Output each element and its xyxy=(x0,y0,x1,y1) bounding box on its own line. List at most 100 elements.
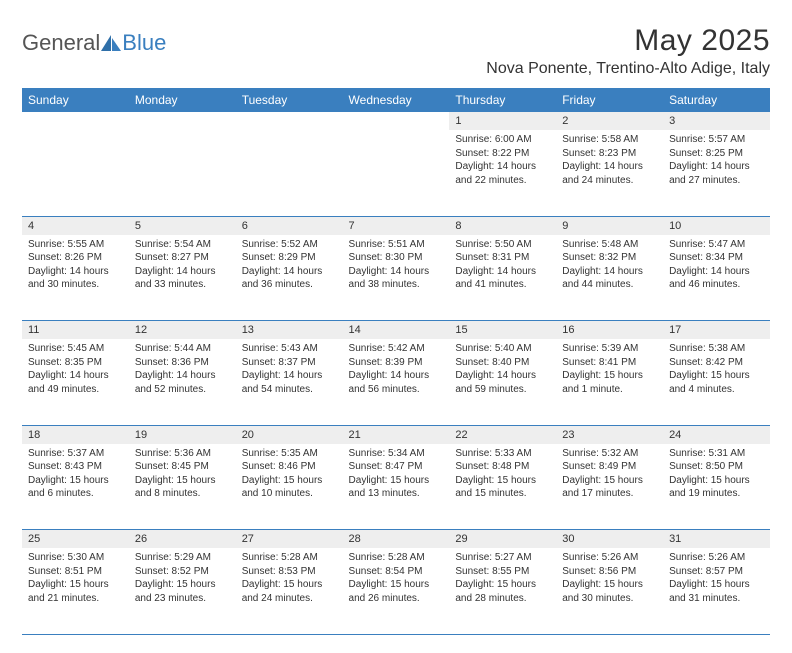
sunrise-text: Sunrise: 5:39 AM xyxy=(562,342,657,356)
sunset-text: Sunset: 8:30 PM xyxy=(349,251,444,265)
daylight-text-1: Daylight: 15 hours xyxy=(562,369,657,383)
daylight-text-1: Daylight: 15 hours xyxy=(669,369,764,383)
day-number-cell: 17 xyxy=(663,321,770,340)
sunrise-text: Sunrise: 5:30 AM xyxy=(28,551,123,565)
sunset-text: Sunset: 8:42 PM xyxy=(669,356,764,370)
daylight-text-1: Daylight: 15 hours xyxy=(349,474,444,488)
sunrise-text: Sunrise: 5:57 AM xyxy=(669,133,764,147)
day-body-row: Sunrise: 5:45 AMSunset: 8:35 PMDaylight:… xyxy=(22,339,770,425)
day-number-cell: 23 xyxy=(556,425,663,444)
header: General Blue May 2025 Nova Ponente, Tren… xyxy=(22,24,770,78)
daylight-text-2: and 24 minutes. xyxy=(242,592,337,606)
weekday-header: Wednesday xyxy=(343,88,450,112)
daylight-text-1: Daylight: 14 hours xyxy=(349,369,444,383)
day-details: Sunrise: 5:45 AMSunset: 8:35 PMDaylight:… xyxy=(22,339,129,402)
sunset-text: Sunset: 8:22 PM xyxy=(455,147,550,161)
daylight-text-1: Daylight: 14 hours xyxy=(562,160,657,174)
page: General Blue May 2025 Nova Ponente, Tren… xyxy=(0,0,792,653)
day-number-cell xyxy=(22,112,129,130)
sunset-text: Sunset: 8:45 PM xyxy=(135,460,230,474)
day-details: Sunrise: 5:48 AMSunset: 8:32 PMDaylight:… xyxy=(556,235,663,298)
day-number-row: 45678910 xyxy=(22,216,770,235)
sunset-text: Sunset: 8:48 PM xyxy=(455,460,550,474)
daylight-text-2: and 17 minutes. xyxy=(562,487,657,501)
day-details: Sunrise: 5:28 AMSunset: 8:53 PMDaylight:… xyxy=(236,548,343,611)
day-details: Sunrise: 5:39 AMSunset: 8:41 PMDaylight:… xyxy=(556,339,663,402)
sunset-text: Sunset: 8:40 PM xyxy=(455,356,550,370)
sunrise-text: Sunrise: 5:42 AM xyxy=(349,342,444,356)
day-number-cell: 11 xyxy=(22,321,129,340)
sunrise-text: Sunrise: 5:58 AM xyxy=(562,133,657,147)
daylight-text-2: and 41 minutes. xyxy=(455,278,550,292)
daylight-text-1: Daylight: 15 hours xyxy=(135,578,230,592)
day-body-cell: Sunrise: 5:40 AMSunset: 8:40 PMDaylight:… xyxy=(449,339,556,425)
day-details: Sunrise: 5:29 AMSunset: 8:52 PMDaylight:… xyxy=(129,548,236,611)
sunrise-text: Sunrise: 5:35 AM xyxy=(242,447,337,461)
sunset-text: Sunset: 8:55 PM xyxy=(455,565,550,579)
day-details: Sunrise: 6:00 AMSunset: 8:22 PMDaylight:… xyxy=(449,130,556,193)
sunrise-text: Sunrise: 5:28 AM xyxy=(349,551,444,565)
day-body-cell: Sunrise: 5:38 AMSunset: 8:42 PMDaylight:… xyxy=(663,339,770,425)
day-details: Sunrise: 5:27 AMSunset: 8:55 PMDaylight:… xyxy=(449,548,556,611)
day-body-row: Sunrise: 5:37 AMSunset: 8:43 PMDaylight:… xyxy=(22,444,770,530)
day-body-cell xyxy=(22,130,129,216)
sunrise-text: Sunrise: 5:28 AM xyxy=(242,551,337,565)
day-details: Sunrise: 5:54 AMSunset: 8:27 PMDaylight:… xyxy=(129,235,236,298)
day-body-cell: Sunrise: 5:32 AMSunset: 8:49 PMDaylight:… xyxy=(556,444,663,530)
daylight-text-1: Daylight: 14 hours xyxy=(455,369,550,383)
sunset-text: Sunset: 8:36 PM xyxy=(135,356,230,370)
daylight-text-2: and 33 minutes. xyxy=(135,278,230,292)
daylight-text-1: Daylight: 15 hours xyxy=(669,578,764,592)
sunset-text: Sunset: 8:35 PM xyxy=(28,356,123,370)
calendar-body: 123Sunrise: 6:00 AMSunset: 8:22 PMDaylig… xyxy=(22,112,770,634)
day-body-row: Sunrise: 6:00 AMSunset: 8:22 PMDaylight:… xyxy=(22,130,770,216)
day-number-cell: 25 xyxy=(22,530,129,549)
day-body-cell: Sunrise: 5:48 AMSunset: 8:32 PMDaylight:… xyxy=(556,235,663,321)
day-body-cell: Sunrise: 5:28 AMSunset: 8:53 PMDaylight:… xyxy=(236,548,343,634)
day-number-cell: 24 xyxy=(663,425,770,444)
day-details: Sunrise: 5:44 AMSunset: 8:36 PMDaylight:… xyxy=(129,339,236,402)
sunset-text: Sunset: 8:32 PM xyxy=(562,251,657,265)
day-number-row: 11121314151617 xyxy=(22,321,770,340)
daylight-text-1: Daylight: 14 hours xyxy=(135,265,230,279)
daylight-text-1: Daylight: 14 hours xyxy=(562,265,657,279)
sunrise-text: Sunrise: 5:52 AM xyxy=(242,238,337,252)
day-body-cell xyxy=(129,130,236,216)
sunset-text: Sunset: 8:53 PM xyxy=(242,565,337,579)
day-number-row: 123 xyxy=(22,112,770,130)
brand-part1: General xyxy=(22,30,100,56)
day-body-cell: Sunrise: 5:35 AMSunset: 8:46 PMDaylight:… xyxy=(236,444,343,530)
daylight-text-2: and 1 minute. xyxy=(562,383,657,397)
sunrise-text: Sunrise: 5:55 AM xyxy=(28,238,123,252)
daylight-text-1: Daylight: 15 hours xyxy=(28,578,123,592)
daylight-text-2: and 26 minutes. xyxy=(349,592,444,606)
day-details: Sunrise: 5:43 AMSunset: 8:37 PMDaylight:… xyxy=(236,339,343,402)
sunrise-text: Sunrise: 5:33 AM xyxy=(455,447,550,461)
daylight-text-2: and 52 minutes. xyxy=(135,383,230,397)
daylight-text-2: and 27 minutes. xyxy=(669,174,764,188)
day-number-cell: 5 xyxy=(129,216,236,235)
calendar-table: Sunday Monday Tuesday Wednesday Thursday… xyxy=(22,88,770,635)
day-details: Sunrise: 5:37 AMSunset: 8:43 PMDaylight:… xyxy=(22,444,129,507)
brand-logo: General Blue xyxy=(22,24,166,56)
day-body-cell: Sunrise: 5:54 AMSunset: 8:27 PMDaylight:… xyxy=(129,235,236,321)
day-number-cell xyxy=(129,112,236,130)
day-body-cell: Sunrise: 5:37 AMSunset: 8:43 PMDaylight:… xyxy=(22,444,129,530)
day-number-cell: 9 xyxy=(556,216,663,235)
daylight-text-2: and 38 minutes. xyxy=(349,278,444,292)
day-number-cell: 7 xyxy=(343,216,450,235)
sunset-text: Sunset: 8:41 PM xyxy=(562,356,657,370)
sunset-text: Sunset: 8:54 PM xyxy=(349,565,444,579)
day-details: Sunrise: 5:28 AMSunset: 8:54 PMDaylight:… xyxy=(343,548,450,611)
day-number-cell xyxy=(236,112,343,130)
daylight-text-2: and 8 minutes. xyxy=(135,487,230,501)
day-body-cell: Sunrise: 6:00 AMSunset: 8:22 PMDaylight:… xyxy=(449,130,556,216)
day-number-cell: 3 xyxy=(663,112,770,130)
day-details: Sunrise: 5:26 AMSunset: 8:56 PMDaylight:… xyxy=(556,548,663,611)
day-body-cell: Sunrise: 5:58 AMSunset: 8:23 PMDaylight:… xyxy=(556,130,663,216)
daylight-text-1: Daylight: 15 hours xyxy=(669,474,764,488)
daylight-text-2: and 59 minutes. xyxy=(455,383,550,397)
day-details: Sunrise: 5:38 AMSunset: 8:42 PMDaylight:… xyxy=(663,339,770,402)
day-body-cell: Sunrise: 5:42 AMSunset: 8:39 PMDaylight:… xyxy=(343,339,450,425)
weekday-header: Tuesday xyxy=(236,88,343,112)
